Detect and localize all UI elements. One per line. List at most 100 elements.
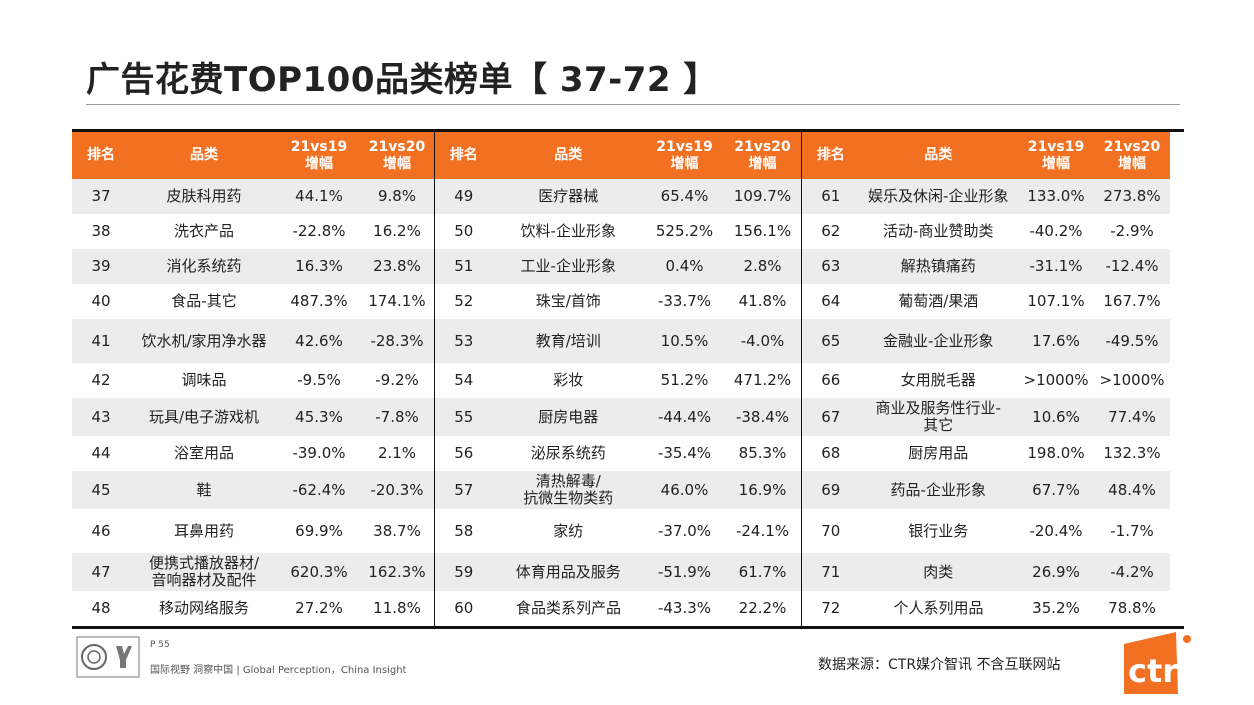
table-row: 65 金融业-企业形象 17.6% -49.5%: [801, 319, 1170, 363]
growth-vs20-cell: -2.9%: [1094, 214, 1170, 249]
category-cell-line: 抗微生物类药: [523, 489, 614, 507]
growth-vs19-cell: 17.6%: [1017, 319, 1095, 363]
table-row: 55 厨房电器 -44.4% -38.4%: [434, 398, 801, 436]
rank-cell: 67: [801, 398, 860, 436]
header-row: 排名 品类 21vs19 增幅 21vs20 增幅: [434, 132, 801, 179]
header-category-label: 品类: [190, 147, 218, 163]
table-row: 44 浴室用品 -39.0% 2.1%: [72, 436, 434, 471]
header-growth-vs19: 21vs19 增幅: [278, 132, 360, 179]
category-cell: 食品-其它: [130, 284, 278, 319]
rank-cell: 45: [72, 471, 130, 509]
rank-cell: 47: [72, 553, 130, 591]
table-row: 47 便携式播放器材/音响器材及配件 620.3% 162.3%: [72, 553, 434, 591]
category-cell: 移动网络服务: [130, 591, 278, 626]
rank-cell: 48: [72, 591, 130, 626]
growth-vs20-cell: -28.3%: [360, 319, 434, 363]
rank-cell: 64: [801, 284, 860, 319]
header-growth-vs20: 21vs20 增幅: [360, 132, 434, 179]
category-cell-line: 音响器材及配件: [151, 571, 257, 589]
category-cell: 体育用品及服务: [492, 553, 645, 591]
header-rank-label: 排名: [816, 147, 845, 163]
table-row: 67 商业及服务性行业- 其它 10.6% 77.4%: [801, 398, 1170, 436]
growth-vs20-cell: -12.4%: [1094, 249, 1170, 284]
category-cell: 浴室用品: [130, 436, 278, 471]
table-row: 59 体育用品及服务 -51.9% 61.7%: [434, 553, 801, 591]
table-row: 68 厨房用品 198.0% 132.3%: [801, 436, 1170, 471]
growth-vs20-cell: 471.2%: [724, 363, 801, 398]
growth-vs19-cell: 620.3%: [278, 553, 360, 591]
growth-vs19-cell: 65.4%: [644, 179, 725, 214]
growth-vs19-cell: -37.0%: [644, 509, 725, 553]
table-row: 56 泌尿系统药 -35.4% 85.3%: [434, 436, 801, 471]
header-category: 品类: [859, 132, 1018, 179]
category-cell: 银行业务: [859, 509, 1018, 553]
rank-cell: 55: [434, 398, 493, 436]
category-cell: 个人系列用品: [859, 591, 1018, 626]
growth-vs20-cell: 77.4%: [1094, 398, 1170, 436]
header-growth-vs20-label: 增幅: [1118, 155, 1146, 172]
header-growth-vs19-label: 21vs19: [656, 138, 713, 155]
header-growth-vs20-label: 21vs20: [734, 138, 791, 155]
growth-vs19-cell: 35.2%: [1017, 591, 1095, 626]
category-cell: 饮水机/家用净水器: [130, 319, 278, 363]
rank-cell: 53: [434, 319, 493, 363]
category-cell: 解热镇痛药: [859, 249, 1018, 284]
category-cell: 厨房电器: [492, 398, 645, 436]
growth-vs19-cell: -33.7%: [644, 284, 725, 319]
growth-vs19-cell: -39.0%: [278, 436, 360, 471]
growth-vs20-cell: -38.4%: [724, 398, 801, 436]
growth-vs19-cell: 45.3%: [278, 398, 360, 436]
table-row: 52 珠宝/首饰 -33.7% 41.8%: [434, 284, 801, 319]
table-row: 42 调味品 -9.5% -9.2%: [72, 363, 434, 398]
category-cell: 医疗器械: [492, 179, 645, 214]
ranking-table: 排名 品类 21vs19 增幅 21vs20 增幅 37 皮肤科用药 44.1% 9.8% 38 洗衣…: [72, 129, 1184, 629]
growth-vs19-cell: -9.5%: [278, 363, 360, 398]
growth-vs20-cell: 22.2%: [724, 591, 801, 626]
growth-vs19-cell: 51.2%: [644, 363, 725, 398]
growth-vs20-cell: 48.4%: [1094, 471, 1170, 509]
category-cell: 玩具/电子游戏机: [130, 398, 278, 436]
company-tagline: 国际视野 洞察中国 | Global Perception，China Insi…: [150, 665, 407, 676]
header-growth-vs20-label: 增幅: [383, 155, 411, 172]
category-cell: 商业及服务性行业- 其它: [859, 398, 1018, 436]
ctr-logo: ctr: [1124, 632, 1191, 694]
growth-vs20-cell: 23.8%: [360, 249, 434, 284]
category-cell-line: 其它: [923, 416, 954, 434]
header-growth-vs20-label: 增幅: [748, 155, 777, 172]
rank-cell: 68: [801, 436, 860, 471]
table-row: 49 医疗器械 65.4% 109.7%: [434, 179, 801, 214]
rank-cell: 70: [801, 509, 860, 553]
category-cell: 便携式播放器材/音响器材及配件: [130, 553, 278, 591]
growth-vs19-cell: -43.3%: [644, 591, 725, 626]
rank-cell: 59: [434, 553, 493, 591]
growth-vs19-cell: 10.5%: [644, 319, 725, 363]
header-growth-vs20: 21vs20 增幅: [724, 132, 801, 179]
rank-cell: 39: [72, 249, 130, 284]
table-row: 69 药品-企业形象 67.7% 48.4%: [801, 471, 1170, 509]
growth-vs19-cell: 69.9%: [278, 509, 360, 553]
growth-vs19-cell: 107.1%: [1017, 284, 1095, 319]
table-row: 53 教育/培训 10.5% -4.0%: [434, 319, 801, 363]
category-cell: 彩妆: [492, 363, 645, 398]
growth-vs19-cell: 26.9%: [1017, 553, 1095, 591]
table-row: 72 个人系列用品 35.2% 78.8%: [801, 591, 1170, 626]
rank-cell: 51: [434, 249, 493, 284]
header-growth-vs19-label: 增幅: [670, 155, 699, 172]
category-cell: 家纺: [492, 509, 645, 553]
table-row: 61 娱乐及休闲-企业形象 133.0% 273.8%: [801, 179, 1170, 214]
growth-vs20-cell: 174.1%: [360, 284, 434, 319]
growth-vs20-cell: 61.7%: [724, 553, 801, 591]
header-rank-label: 排名: [87, 147, 115, 163]
header-category-label: 品类: [924, 147, 953, 163]
table-row: 60 食品类系列产品 -43.3% 22.2%: [434, 591, 801, 626]
growth-vs20-cell: 162.3%: [360, 553, 434, 591]
rank-cell: 60: [434, 591, 493, 626]
category-cell: 肉类: [859, 553, 1018, 591]
growth-vs20-cell: -1.7%: [1094, 509, 1170, 553]
page-number: P 55: [150, 640, 170, 650]
growth-vs20-cell: 11.8%: [360, 591, 434, 626]
growth-vs19-cell: -62.4%: [278, 471, 360, 509]
header-growth-vs20: 21vs20 增幅: [1094, 132, 1170, 179]
header-category: 品类: [130, 132, 278, 179]
header-rank: 排名: [72, 132, 130, 179]
